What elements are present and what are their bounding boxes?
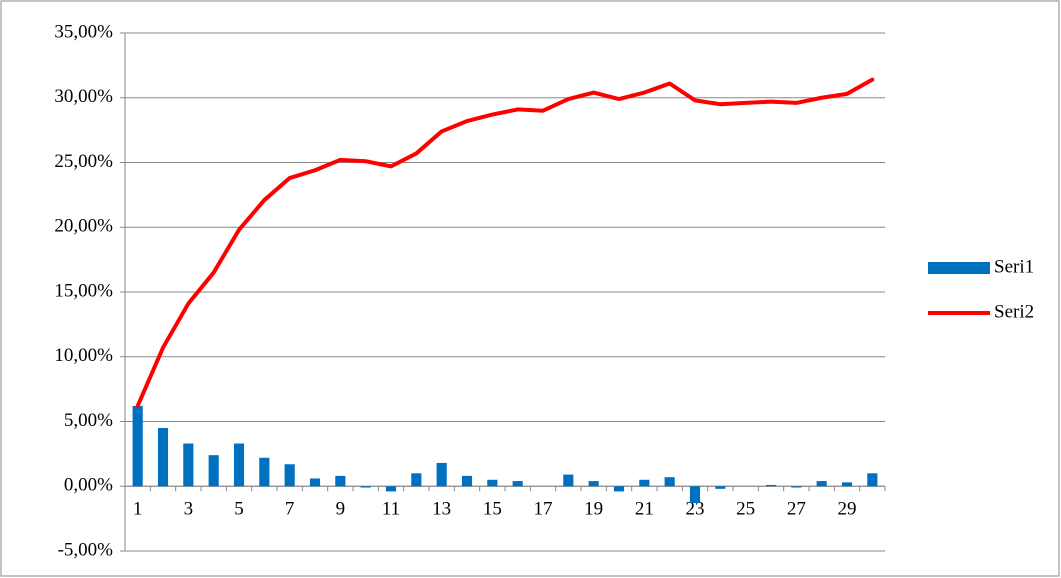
x-tick-label: 1 <box>133 499 143 520</box>
x-tick-label: 19 <box>584 499 603 520</box>
bar <box>360 486 371 488</box>
x-tick-label: 11 <box>382 499 400 520</box>
bar <box>385 486 397 492</box>
bar <box>309 478 321 487</box>
bar <box>157 427 169 487</box>
bar <box>689 486 701 504</box>
bar <box>411 473 422 487</box>
line <box>135 77 875 408</box>
x-tick-label: 21 <box>635 499 654 520</box>
bar <box>259 457 270 487</box>
bar <box>436 462 447 487</box>
bar <box>233 443 245 487</box>
bar <box>461 475 473 487</box>
bar <box>765 484 777 487</box>
bar <box>816 481 827 487</box>
bar <box>487 479 498 487</box>
y-tick-label: 0,00% <box>64 475 113 496</box>
bar <box>791 486 802 488</box>
y-tick-label: 35,00% <box>54 21 113 42</box>
bar <box>613 486 625 492</box>
x-tick-label: 29 <box>838 499 857 520</box>
x-tick-label: 5 <box>234 499 244 520</box>
x-tick-label: 23 <box>686 499 705 520</box>
legend-label: Seri2 <box>994 301 1034 322</box>
legend-swatch <box>928 262 990 274</box>
y-tick-label: -5,00% <box>58 539 114 560</box>
x-tick-label: 7 <box>285 499 295 520</box>
bar <box>284 464 295 487</box>
legend-label: Seri1 <box>994 256 1034 277</box>
x-tick-label: 17 <box>534 499 553 520</box>
y-tick-label: 30,00% <box>54 86 113 107</box>
x-tick-label: 15 <box>483 499 502 520</box>
bar <box>512 481 523 487</box>
y-tick-label: 10,00% <box>54 345 113 366</box>
bar <box>639 479 650 487</box>
bar <box>208 455 219 487</box>
y-tick-label: 20,00% <box>54 216 113 237</box>
bar <box>841 482 853 487</box>
y-tick-label: 25,00% <box>54 151 113 172</box>
bar <box>715 486 726 489</box>
x-tick-label: 27 <box>787 499 806 520</box>
bar <box>588 481 599 487</box>
y-tick-label: 5,00% <box>64 410 113 431</box>
y-tick-label: 15,00% <box>54 280 113 301</box>
x-tick-label: 9 <box>336 499 346 520</box>
bar <box>132 405 143 487</box>
bar <box>183 443 194 487</box>
bar <box>563 474 574 487</box>
x-tick-label: 13 <box>432 499 451 520</box>
bar <box>867 473 878 487</box>
bar <box>664 477 675 487</box>
x-tick-label: 3 <box>184 499 194 520</box>
bar <box>335 475 346 487</box>
x-tick-label: 25 <box>736 499 755 520</box>
